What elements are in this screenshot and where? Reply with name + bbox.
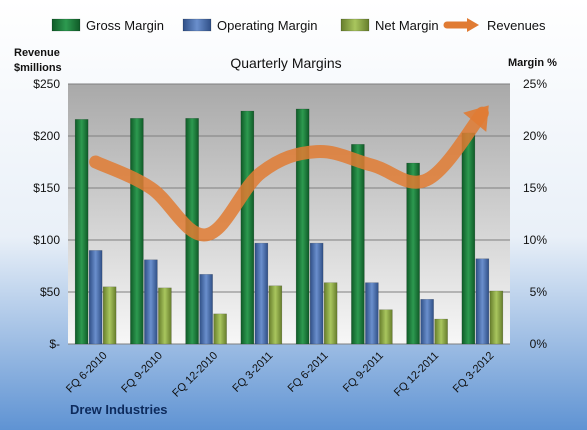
gross-margin-bar: [240, 110, 255, 345]
legend-label-net-margin: Net Margin: [375, 18, 439, 33]
left-tick-label: $200: [33, 129, 60, 143]
net-margin-bar: [379, 309, 393, 345]
net-margin-bar: [434, 318, 448, 345]
left-tick-label: $250: [33, 77, 60, 91]
left-tick-label: $50: [40, 285, 60, 299]
legend-swatch-gross-margin: [51, 18, 81, 32]
right-tick-label: 10%: [523, 233, 547, 247]
right-tick-label: 25%: [523, 77, 547, 91]
left-tick-label: $-: [49, 337, 60, 351]
net-margin-bar: [158, 287, 172, 345]
left-tick-label: $150: [33, 181, 60, 195]
operating-margin-bar: [254, 242, 269, 345]
operating-margin-bar: [475, 258, 490, 345]
right-axis-label: Margin %: [508, 57, 557, 69]
left-tick-label: $100: [33, 233, 60, 247]
right-tick-label: 0%: [530, 337, 548, 351]
operating-margin-bar: [309, 242, 324, 345]
legend-arrow-revenues: [467, 18, 479, 32]
gross-margin-bar: [130, 118, 144, 345]
gross-margin-bar: [351, 144, 365, 345]
net-margin-bar: [489, 290, 504, 345]
net-margin-bar: [102, 286, 117, 345]
operating-margin-bar: [420, 299, 434, 345]
operating-margin-bar: [365, 282, 379, 345]
legend-swatch-net-margin: [340, 18, 370, 32]
legend-swatch-operating-margin: [182, 18, 212, 32]
left-axis-label-line1: Revenue: [14, 47, 60, 59]
legend-label-operating-margin: Operating Margin: [217, 18, 317, 33]
operating-margin-bar: [144, 259, 158, 345]
legend: Gross Margin Operating Margin Net Margin Re…: [51, 18, 546, 33]
left-axis-label-line2: $millions: [14, 62, 62, 74]
gross-margin-bar: [406, 162, 420, 345]
right-tick-label: 20%: [523, 129, 547, 143]
legend-label-revenues: Revenues: [487, 18, 546, 33]
operating-margin-bar: [199, 274, 213, 345]
right-tick-label: 15%: [523, 181, 547, 195]
revenue-line: [89, 106, 489, 242]
gross-margin-bar: [295, 108, 310, 345]
revenue-arrowhead: [463, 105, 489, 132]
right-tick-label: 5%: [530, 285, 548, 299]
legend-label-gross-margin: Gross Margin: [86, 18, 164, 33]
chart-title: Quarterly Margins: [230, 55, 341, 71]
footer-company: Drew Industries: [70, 402, 168, 417]
net-margin-bar: [213, 313, 227, 345]
gross-margin-bar: [74, 119, 89, 345]
revenue-line-layer: [89, 105, 489, 242]
net-margin-bar: [323, 282, 338, 345]
net-margin-bar: [268, 285, 283, 345]
gross-margin-bar: [461, 132, 476, 345]
operating-margin-bar: [88, 250, 103, 345]
